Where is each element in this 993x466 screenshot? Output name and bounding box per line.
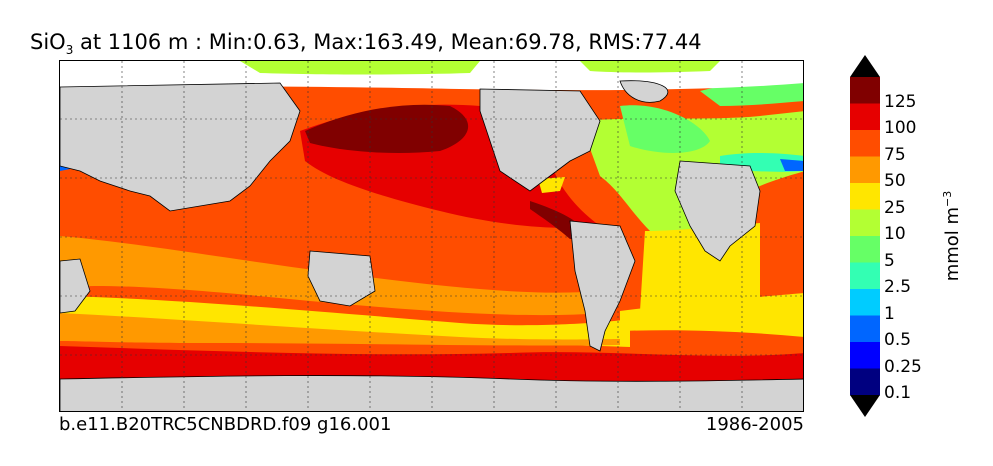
colorbar-tick-label: 75: [884, 144, 906, 165]
colorbar-segment: [850, 289, 880, 316]
contour-band-south-50b: [60, 313, 620, 346]
map-svg: [60, 61, 803, 411]
land-africa: [674, 160, 761, 262]
colorbar-tick-label: 1: [884, 303, 895, 324]
case-name: b.e11.B20TRC5CNBDRD.f09 g16.001: [59, 414, 392, 435]
map-title: SiO3 at 1106 m : Min:0.63, Max:163.49, M…: [30, 30, 702, 58]
land-masses: [60, 80, 803, 411]
colorbar-segment: [850, 130, 880, 157]
graticule: [60, 61, 803, 411]
colorbar-tick-label: 0.5: [884, 330, 912, 350]
colorbar-tick-label: 10: [884, 224, 906, 244]
contour-arctic-10: [240, 61, 480, 75]
colorbar-tick-label: 5: [884, 250, 895, 271]
colorbar-segments: [850, 55, 880, 417]
colorbar: [850, 55, 880, 417]
colorbar-tick-label: 100: [884, 118, 917, 138]
colorbar-tick-label: 50: [884, 171, 906, 191]
colorbar-tick-label: 125: [884, 91, 917, 112]
colorbar-extend-above: [850, 55, 880, 77]
colorbar-segment: [850, 342, 880, 369]
contour-north-atlantic-5: [620, 105, 710, 153]
contour-east-med-0.5: [780, 159, 803, 171]
colorbar-segment: [850, 368, 880, 396]
colorbar-unit-label: mmol m−3: [941, 190, 963, 282]
colorbar-segment: [850, 183, 880, 210]
colorbar-segment: [850, 103, 880, 131]
colorbar-tick-label: 0.25: [884, 356, 922, 377]
colorbar-tick-label: 2.5: [884, 277, 912, 297]
colorbar-tick-label: 25: [884, 197, 906, 218]
colorbar-segment: [850, 209, 880, 237]
land-north-america: [479, 88, 601, 192]
land-south-america: [569, 220, 636, 352]
contour-north-pacific-125: [305, 104, 469, 154]
colorbar-segment: [850, 315, 880, 343]
ocean-map: [59, 60, 804, 412]
colorbar-extend-below: [850, 395, 880, 417]
land-asia: [60, 82, 301, 212]
colorbar-tick-label: 0.1: [884, 383, 912, 403]
time-period: 1986-2005: [705, 414, 804, 435]
land-greenland: [619, 80, 669, 103]
colorbar-segment: [850, 262, 880, 290]
contour-band-south-atlantic-25: [620, 293, 803, 337]
colorbar-segment: [850, 77, 880, 104]
colorbar-segment: [850, 236, 880, 263]
contour-arctic-10b: [580, 61, 720, 73]
colorbar-segment: [850, 156, 880, 184]
land-west-edge: [60, 258, 91, 314]
contour-gulf-25: [538, 177, 565, 193]
